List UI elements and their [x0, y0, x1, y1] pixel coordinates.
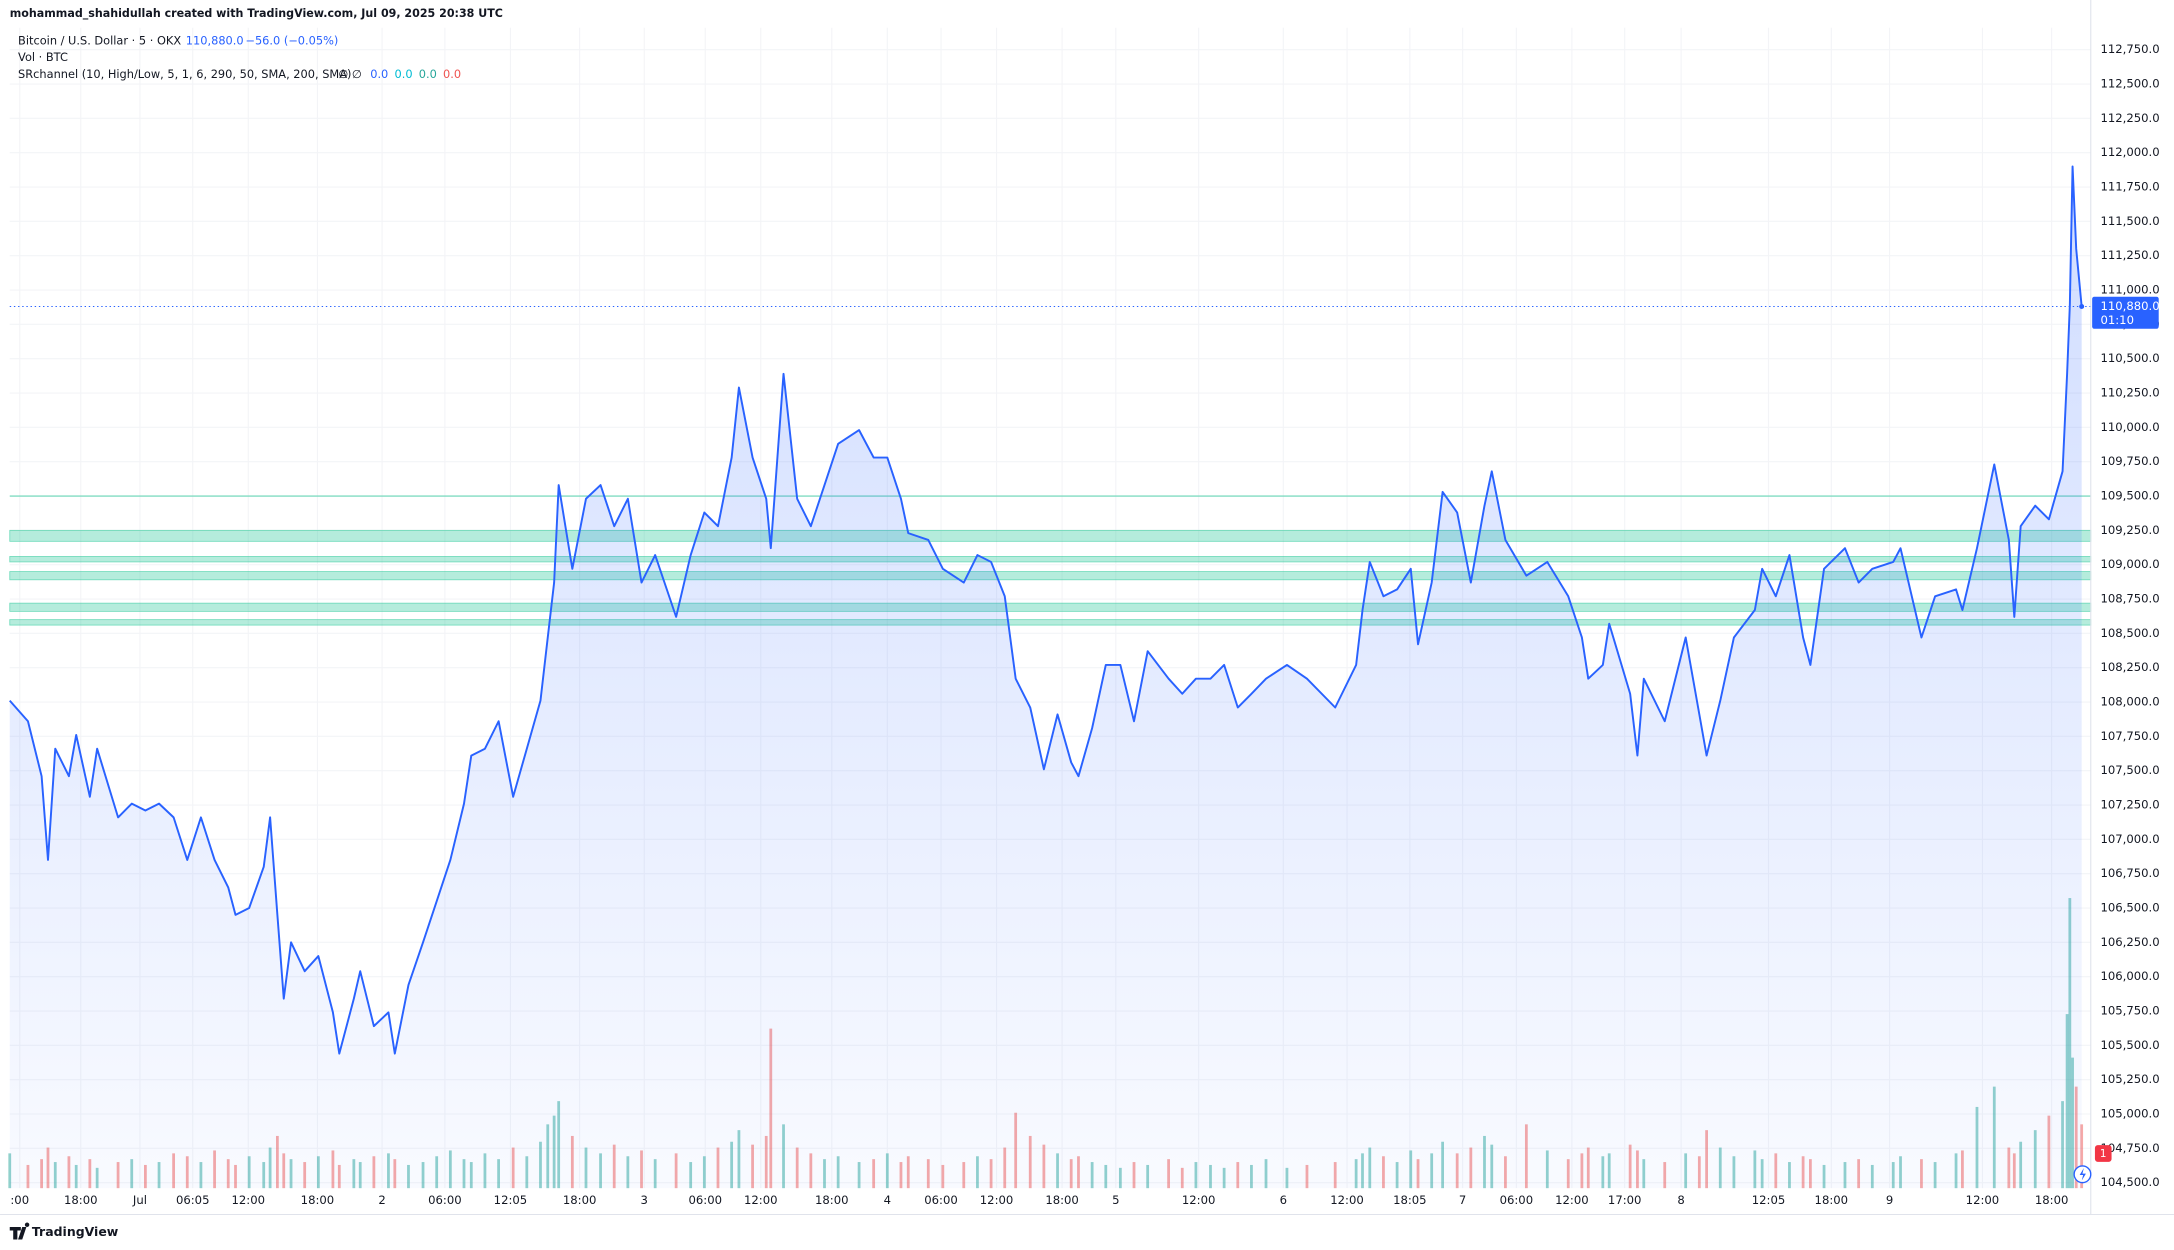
indicator-icons: ∅ ∅ — [338, 67, 361, 81]
x-tick-label: 06:00 — [688, 1193, 722, 1207]
x-tick-label: 12:00 — [744, 1193, 778, 1207]
indicator-legend[interactable]: SRchannel (10, High/Low, 5, 1, 6, 290, 5… — [18, 67, 351, 81]
y-tick-label: 104,750.0 — [2100, 1141, 2159, 1155]
y-tick-label: 112,500.0 — [2100, 77, 2159, 91]
indicator-value: 0.0 — [370, 67, 388, 81]
y-tick-label: 109,250.0 — [2100, 523, 2159, 537]
x-tick-label: 18:00 — [1815, 1193, 1849, 1207]
x-tick-label: 18:00 — [64, 1193, 98, 1207]
y-tick-label: 105,250.0 — [2100, 1072, 2159, 1086]
x-tick-label: 12:00 — [1330, 1193, 1364, 1207]
x-tick-label: 17:00 — [1608, 1193, 1642, 1207]
x-tick-label: 06:00 — [428, 1193, 462, 1207]
x-tick-label: 18:00 — [563, 1193, 597, 1207]
y-tick-label: 110,500.0 — [2100, 351, 2159, 365]
y-tick-label: 108,000.0 — [2100, 695, 2159, 709]
x-tick-label: 06:05 — [176, 1193, 210, 1207]
y-tick-label: 111,250.0 — [2100, 248, 2159, 262]
y-tick-label: 105,500.0 — [2100, 1038, 2159, 1052]
y-tick-label: 111,000.0 — [2100, 283, 2159, 297]
indicator-value: 0.0 — [419, 67, 437, 81]
y-tick-label: 111,750.0 — [2100, 180, 2159, 194]
y-tick-label: 106,750.0 — [2100, 866, 2159, 880]
x-tick-label: 2 — [378, 1193, 385, 1207]
y-tick-label: 112,750.0 — [2100, 42, 2159, 56]
price-line — [9, 165, 2083, 1055]
y-tick-label: 111,500.0 — [2100, 214, 2159, 228]
y-tick-label: 110,250.0 — [2100, 386, 2159, 400]
x-tick-label: 06:00 — [1500, 1193, 1534, 1207]
legend-price: 110,880.0 — [186, 34, 244, 48]
y-tick-label: 108,500.0 — [2100, 626, 2159, 640]
y-tick-label: 109,750.0 — [2100, 454, 2159, 468]
y-tick-label: 110,000.0 — [2100, 420, 2159, 434]
x-tick-label: 7 — [1459, 1193, 1466, 1207]
x-tick-label: 12:05 — [1752, 1193, 1786, 1207]
y-tick-label: 106,000.0 — [2100, 969, 2159, 983]
y-tick-label: 108,750.0 — [2100, 592, 2159, 606]
x-tick-label: 12:00 — [1555, 1193, 1589, 1207]
y-tick-label: 107,250.0 — [2100, 798, 2159, 812]
y-tick-label: 108,250.0 — [2100, 660, 2159, 674]
x-tick-label: 06:00 — [924, 1193, 958, 1207]
x-tick-label: 4 — [884, 1193, 891, 1207]
x-tick-label: 12:00 — [231, 1193, 265, 1207]
y-tick-label: 109,500.0 — [2100, 489, 2159, 503]
x-tick-label: 9 — [1886, 1193, 1893, 1207]
price-label-box — [2092, 296, 2159, 329]
x-tick-label: :00 — [10, 1193, 29, 1207]
y-tick-label: 107,500.0 — [2100, 763, 2159, 777]
x-tick-label: 5 — [1112, 1193, 1119, 1207]
x-tick-label: 18:00 — [2035, 1193, 2069, 1207]
alert-count: 1 — [2100, 1148, 2107, 1160]
sr-zone — [9, 529, 2092, 542]
y-tick-label: 107,750.0 — [2100, 729, 2159, 743]
countdown: 01:10 — [2100, 313, 2134, 327]
x-tick-label: 12:05 — [494, 1193, 528, 1207]
x-tick-label: 8 — [1677, 1193, 1684, 1207]
x-tick-label: 18:00 — [301, 1193, 335, 1207]
y-tick-label: 112,250.0 — [2100, 111, 2159, 125]
bolt-icon — [2079, 1168, 2086, 1181]
x-tick-label: 18:00 — [1045, 1193, 1079, 1207]
volume-legend[interactable]: Vol · BTC — [18, 50, 68, 64]
symbol-legend[interactable]: Bitcoin / U.S. Dollar · 5 · OKX — [18, 34, 181, 48]
x-tick-label: 12:00 — [980, 1193, 1014, 1207]
x-tick-label: 3 — [641, 1193, 648, 1207]
y-tick-label: 107,000.0 — [2100, 832, 2159, 846]
footer-brand[interactable]: TradingView — [32, 1224, 119, 1239]
x-tick-label: 6 — [1280, 1193, 1287, 1207]
x-tick-label: 12:00 — [1182, 1193, 1216, 1207]
indicator-values: 0.0 0.0 0.0 0.0 — [370, 67, 461, 81]
indicator-value: 0.0 — [394, 67, 412, 81]
alert-badge[interactable] — [2094, 1145, 2112, 1162]
y-tick-label: 105,000.0 — [2100, 1107, 2159, 1121]
y-tick-label: 106,250.0 — [2100, 935, 2159, 949]
x-tick-label: 12:00 — [1966, 1193, 2000, 1207]
y-tick-label: 106,500.0 — [2100, 901, 2159, 915]
sr-zone — [9, 556, 2092, 563]
y-tick-label: 112,000.0 — [2100, 145, 2159, 159]
x-tick-label: Jul — [132, 1193, 147, 1207]
x-tick-label: 18:00 — [815, 1193, 849, 1207]
indicator-value: 0.0 — [443, 67, 461, 81]
axes: 104,500.0 104,750.0 105,000.0 105,250.0 105,… — [0, 0, 2174, 1216]
legend-change: −56.0 (−0.05%) — [245, 34, 338, 48]
y-tick-label: 105,750.0 — [2100, 1004, 2159, 1018]
x-tick-label: 18:05 — [1393, 1193, 1427, 1207]
price-area — [9, 166, 2082, 1189]
y-tick-label: 109,000.0 — [2100, 557, 2159, 571]
credit: mohammad_shahidullah created with Tradin… — [10, 7, 503, 20]
y-tick-label: 104,500.0 — [2100, 1175, 2159, 1189]
volume-bar — [2080, 1124, 2084, 1189]
logo[interactable] — [9, 1222, 30, 1240]
plot — [8, 165, 2092, 1189]
price-label: 110,880.0 — [2100, 299, 2159, 313]
sr-zone — [9, 571, 2092, 581]
